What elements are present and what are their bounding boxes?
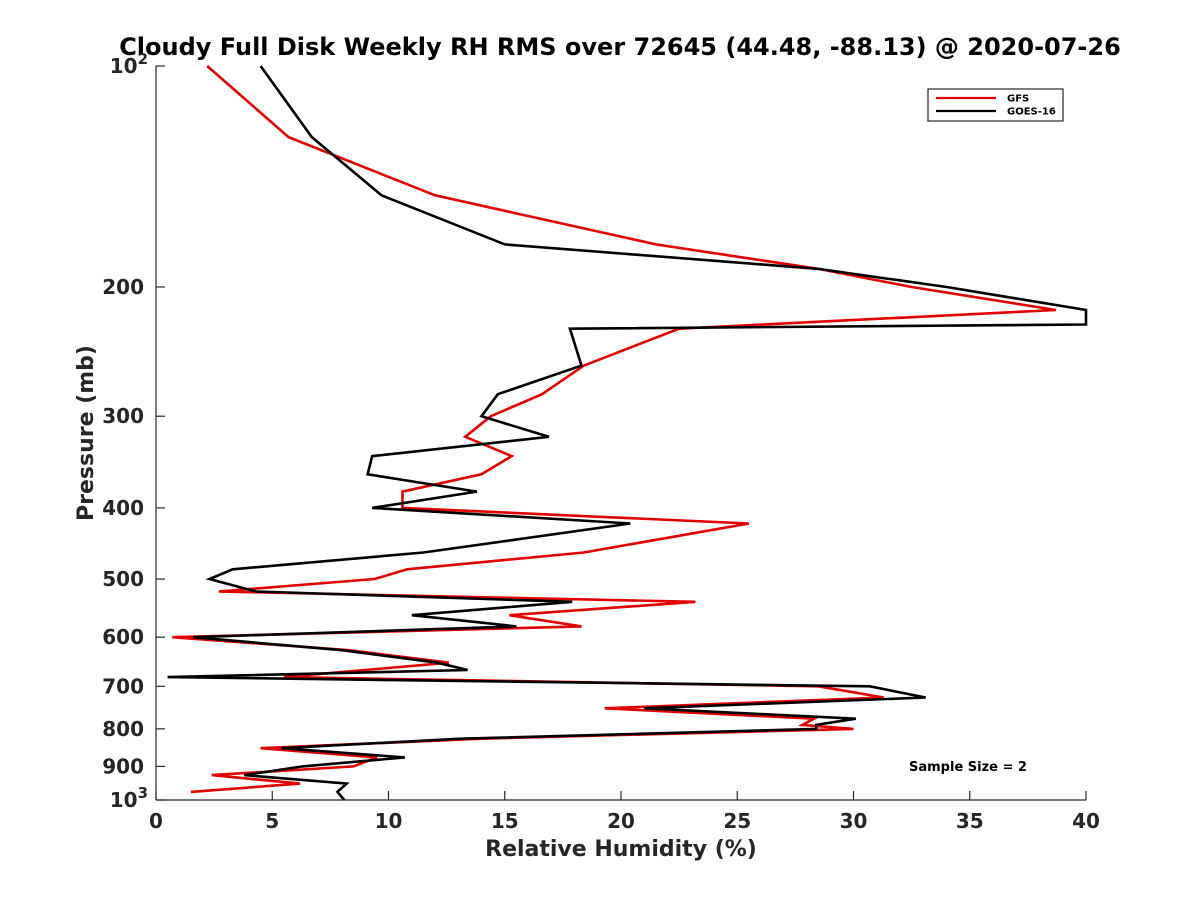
x-tick-label: 25 — [723, 809, 751, 833]
y-tick-label: 300 — [102, 404, 144, 428]
legend: GFS GOES-16 — [927, 88, 1064, 122]
y-ticks: 200 300 400 500 600 700 800 900 102 103 — [102, 50, 165, 812]
y-tick-label: 500 — [102, 567, 144, 591]
y-tick-label: 200 — [102, 275, 144, 299]
x-axis-title: Relative Humidity (%) — [485, 837, 757, 862]
legend-box — [927, 88, 1064, 122]
legend-label-gfs: GFS — [1007, 94, 1029, 105]
y-tick-label: 700 — [102, 674, 144, 698]
sample-size-annotation: Sample Size = 2 — [909, 760, 1027, 775]
chart-title: Cloudy Full Disk Weekly RH RMS over 7264… — [119, 33, 1121, 61]
x-tick-label: 20 — [607, 809, 635, 833]
x-tick-label: 35 — [956, 809, 984, 833]
y-tick-label: 400 — [102, 496, 144, 520]
x-ticks: 0 5 10 15 20 25 30 35 40 — [149, 791, 1100, 833]
plot-background — [156, 66, 1086, 800]
y-tick-label-top: 102 — [110, 50, 148, 78]
x-tick-label: 15 — [491, 809, 519, 833]
x-tick-label: 40 — [1072, 809, 1100, 833]
series-line-goes16 — [167, 65, 1088, 801]
y-axis-title: Pressure (mb) — [74, 345, 99, 521]
plot-area: 0 5 10 15 20 25 30 35 40 200 300 400 500 600 700 800 90… — [102, 50, 1100, 833]
legend-label-goes16: GOES-16 — [1007, 107, 1056, 118]
y-tick-label: 800 — [102, 717, 144, 741]
y-tick-label-bottom: 103 — [110, 784, 148, 812]
series-layer — [167, 65, 1088, 801]
x-tick-label: 10 — [375, 809, 403, 833]
y-tick-label: 900 — [102, 754, 144, 778]
y-tick-label: 600 — [102, 625, 144, 649]
x-tick-label: 5 — [265, 809, 279, 833]
x-tick-label: 30 — [840, 809, 868, 833]
x-tick-label: 0 — [149, 809, 163, 833]
